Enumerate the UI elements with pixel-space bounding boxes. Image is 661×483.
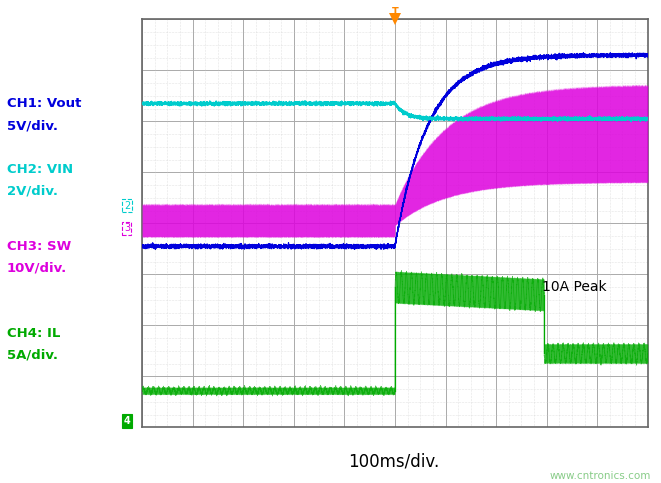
Text: 2: 2	[124, 200, 130, 211]
Text: 2V/div.: 2V/div.	[7, 185, 58, 197]
Text: 10A Peak: 10A Peak	[541, 280, 606, 294]
Text: CH3: SW: CH3: SW	[7, 240, 71, 253]
Text: 100ms/div.: 100ms/div.	[348, 453, 439, 471]
Text: T: T	[391, 7, 399, 17]
Text: 5V/div.: 5V/div.	[7, 119, 58, 132]
Text: 4: 4	[124, 416, 130, 426]
Text: 5A/div.: 5A/div.	[7, 349, 58, 361]
Text: CH1: Vout: CH1: Vout	[7, 98, 81, 110]
Text: 10V/div.: 10V/div.	[7, 262, 67, 274]
Text: CH2: VIN: CH2: VIN	[7, 163, 73, 175]
Text: CH4: IL: CH4: IL	[7, 327, 60, 340]
Text: 3: 3	[124, 224, 130, 233]
Text: www.cntronics.com: www.cntronics.com	[550, 470, 651, 481]
